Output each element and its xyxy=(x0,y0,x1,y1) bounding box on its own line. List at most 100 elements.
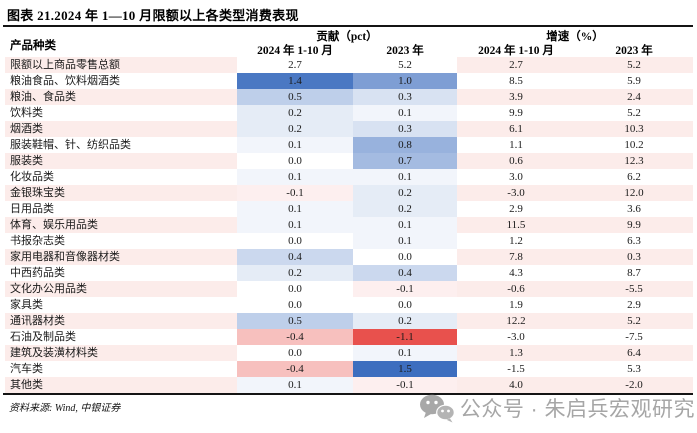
value-cell: 5.2 xyxy=(575,313,693,329)
value-cell: -1.1 xyxy=(353,329,457,345)
value-cell: 1.0 xyxy=(353,73,457,89)
product-name-cell: 其他类 xyxy=(5,377,237,393)
value-cell: 0.2 xyxy=(353,185,457,201)
subheader-growth-2024: 2024 年 1-10 月 xyxy=(478,45,554,57)
table-row: 金银珠宝类 -0.1 0.2 -3.0 12.0 xyxy=(5,185,693,201)
value-cell: 1.5 xyxy=(353,361,457,377)
value-cell: 0.2 xyxy=(237,121,353,137)
value-cell: 0.3 xyxy=(353,89,457,105)
product-name-cell: 限额以上商品零售总额 xyxy=(5,57,237,73)
value-cell: 9.9 xyxy=(457,105,575,121)
value-cell: 3.0 xyxy=(457,169,575,185)
value-cell: 0.1 xyxy=(237,137,353,153)
table-row: 粮油、食品类 0.5 0.3 3.9 2.4 xyxy=(5,89,693,105)
table-row: 建筑及装潢材料类 0.0 0.1 1.3 6.4 xyxy=(5,345,693,361)
value-cell: 6.3 xyxy=(575,233,693,249)
value-cell: 0.7 xyxy=(353,153,457,169)
table-row: 服装鞋帽、针、纺织品类 0.1 0.8 1.1 10.2 xyxy=(5,137,693,153)
subheader-growth-2023: 2023 年 xyxy=(615,45,653,57)
value-cell: 0.6 xyxy=(457,153,575,169)
value-cell: -0.4 xyxy=(237,361,353,377)
product-name-cell: 粮油食品、饮料烟酒类 xyxy=(5,73,237,89)
subheader-contribution-2024: 2024 年 1-10 月 xyxy=(257,45,333,57)
product-name-cell: 服装鞋帽、针、纺织品类 xyxy=(5,137,237,153)
table-row: 限额以上商品零售总额 2.7 5.2 2.7 5.2 xyxy=(5,57,693,73)
figure-title: 图表 21.2024 年 1—10 月限额以上各类型消费表现 xyxy=(7,8,299,23)
table-row: 中西药品类 0.2 0.4 4.3 8.7 xyxy=(5,265,693,281)
product-name-cell: 通讯器材类 xyxy=(5,313,237,329)
value-cell: 10.3 xyxy=(575,121,693,137)
value-cell: 0.2 xyxy=(353,313,457,329)
table-row: 化妆品类 0.1 0.1 3.0 6.2 xyxy=(5,169,693,185)
value-cell: 9.9 xyxy=(575,217,693,233)
value-cell: 5.3 xyxy=(575,361,693,377)
bottom-rule xyxy=(3,393,693,395)
value-cell: 3.6 xyxy=(575,201,693,217)
value-cell: 0.1 xyxy=(353,233,457,249)
value-cell: 8.7 xyxy=(575,265,693,281)
table-row: 石油及制品类 -0.4 -1.1 -3.0 -7.5 xyxy=(5,329,693,345)
value-cell: 0.0 xyxy=(353,249,457,265)
wechat-icon xyxy=(419,393,455,423)
value-cell: 10.2 xyxy=(575,137,693,153)
value-cell: 2.7 xyxy=(457,57,575,73)
value-cell: 0.8 xyxy=(353,137,457,153)
product-name-cell: 建筑及装潢材料类 xyxy=(5,345,237,361)
product-name-cell: 家用电器和音像器材类 xyxy=(5,249,237,265)
value-cell: 5.2 xyxy=(575,57,693,73)
value-cell: 0.3 xyxy=(353,121,457,137)
value-cell: 1.3 xyxy=(457,345,575,361)
value-cell: 3.9 xyxy=(457,89,575,105)
value-cell: -1.5 xyxy=(457,361,575,377)
value-cell: 6.4 xyxy=(575,345,693,361)
value-cell: 0.1 xyxy=(237,201,353,217)
value-cell: 4.0 xyxy=(457,377,575,393)
value-cell: 12.3 xyxy=(575,153,693,169)
group-header-contribution: 贡献（pct） xyxy=(316,31,378,43)
value-cell: -7.5 xyxy=(575,329,693,345)
value-cell: 0.0 xyxy=(237,233,353,249)
value-cell: 7.8 xyxy=(457,249,575,265)
value-cell: 2.9 xyxy=(575,297,693,313)
value-cell: -0.6 xyxy=(457,281,575,297)
value-cell: 0.1 xyxy=(353,217,457,233)
table-body: 限额以上商品零售总额 2.7 5.2 2.7 5.2 粮油食品、饮料烟酒类 1.4 1.0 8.… xyxy=(5,57,693,393)
value-cell: 1.4 xyxy=(237,73,353,89)
table-row: 汽车类 -0.4 1.5 -1.5 5.3 xyxy=(5,361,693,377)
value-cell: 5.9 xyxy=(575,73,693,89)
value-cell: 11.5 xyxy=(457,217,575,233)
value-cell: -0.4 xyxy=(237,329,353,345)
value-cell: 1.9 xyxy=(457,297,575,313)
value-cell: 4.3 xyxy=(457,265,575,281)
product-name-cell: 粮油、食品类 xyxy=(5,89,237,105)
table-row: 家用电器和音像器材类 0.4 0.0 7.8 0.3 xyxy=(5,249,693,265)
product-name-cell: 石油及制品类 xyxy=(5,329,237,345)
value-cell: 8.5 xyxy=(457,73,575,89)
product-name-cell: 家具类 xyxy=(5,297,237,313)
value-cell: 0.1 xyxy=(353,345,457,361)
value-cell: -2.0 xyxy=(575,377,693,393)
table-row: 其他类 0.1 -0.1 4.0 -2.0 xyxy=(5,377,693,393)
value-cell: 12.2 xyxy=(457,313,575,329)
wechat-watermark: 公众号 · 朱启兵宏观研究 xyxy=(419,393,695,423)
value-cell: 0.1 xyxy=(237,169,353,185)
value-cell: 1.2 xyxy=(457,233,575,249)
product-name-cell: 文化办公用品类 xyxy=(5,281,237,297)
value-cell: 0.3 xyxy=(575,249,693,265)
product-name-cell: 书报杂志类 xyxy=(5,233,237,249)
subheader-contribution-2023: 2023 年 xyxy=(386,45,424,57)
table-header: 产品种类 贡献（pct） 增速（%） 2024 年 1-10 月 2023 年 … xyxy=(5,28,693,57)
source-note: 资料来源: Wind, 中银证券 xyxy=(9,403,121,414)
product-name-cell: 汽车类 xyxy=(5,361,237,377)
product-name-cell: 化妆品类 xyxy=(5,169,237,185)
table-row: 体育、娱乐用品类 0.1 0.1 11.5 9.9 xyxy=(5,217,693,233)
value-cell: 2.4 xyxy=(575,89,693,105)
value-cell: 0.5 xyxy=(237,89,353,105)
value-cell: 0.2 xyxy=(237,265,353,281)
value-cell: 2.7 xyxy=(237,57,353,73)
table-row: 服装类 0.0 0.7 0.6 12.3 xyxy=(5,153,693,169)
value-cell: -0.1 xyxy=(353,377,457,393)
value-cell: -3.0 xyxy=(457,185,575,201)
value-cell: -3.0 xyxy=(457,329,575,345)
product-name-cell: 中西药品类 xyxy=(5,265,237,281)
